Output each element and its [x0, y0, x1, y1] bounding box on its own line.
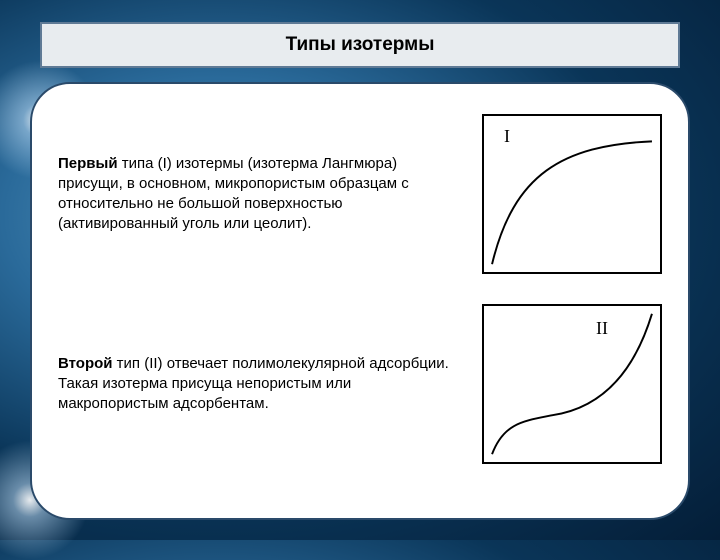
curve-path-1 [492, 141, 652, 264]
paragraph-1: Первый типа (I) изотермы (изотерма Лангм… [58, 154, 464, 235]
title-bar: Типы изотермы [40, 22, 680, 68]
section-1: Первый типа (I) изотермы (изотерма Лангм… [58, 114, 662, 274]
strong-2: Второй [58, 355, 113, 372]
chart-2-curve [484, 306, 660, 462]
content-card: Первый типа (I) изотермы (изотерма Лангм… [30, 82, 690, 520]
paragraph-2: Второй тип (II) отвечает полимолекулярно… [58, 354, 464, 415]
chart-type-1: I [482, 114, 662, 274]
strong-1: Первый [58, 155, 118, 172]
chart-1-curve [484, 116, 660, 272]
curve-path-2 [492, 314, 652, 454]
section-2: Второй тип (II) отвечает полимолекулярно… [58, 304, 662, 464]
chart-type-2: II [482, 304, 662, 464]
text-2: тип (II) отвечает полимолекулярной адсор… [58, 355, 449, 413]
page-title: Типы изотермы [286, 34, 435, 56]
